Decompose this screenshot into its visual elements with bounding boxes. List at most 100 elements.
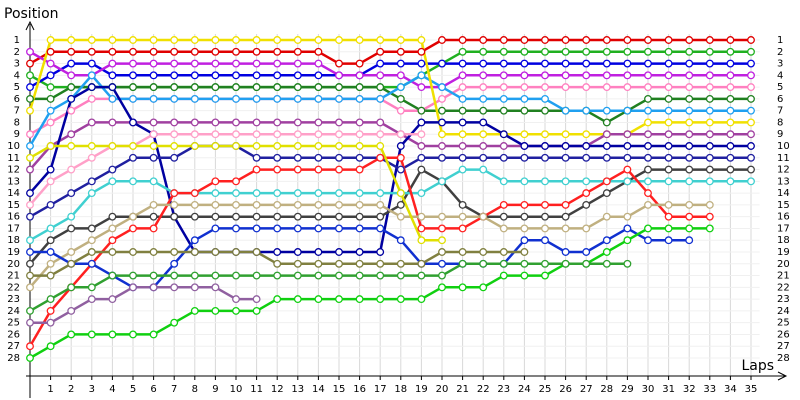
lap-marker: [520, 83, 529, 92]
lap-marker: [726, 130, 735, 139]
lap-marker: [293, 165, 302, 174]
lap-marker: [232, 248, 240, 256]
lap-marker: [417, 130, 426, 139]
lap-marker: [602, 153, 611, 162]
y-tick-label-right: 23: [777, 294, 790, 305]
lap-marker: [458, 165, 467, 174]
lap-marker: [458, 248, 467, 256]
lap-marker: [170, 83, 179, 92]
lap-marker: [602, 212, 611, 221]
lap-marker: [211, 94, 220, 103]
lap-marker: [726, 36, 735, 44]
lap-marker: [438, 271, 446, 280]
lap-marker: [520, 94, 529, 103]
y-tick-label: 14: [7, 188, 20, 199]
lap-marker: [252, 212, 261, 221]
y-tick-label: 15: [7, 200, 20, 211]
lap-marker: [26, 212, 34, 221]
y-tick-label-right: 8: [777, 117, 783, 128]
lap-marker: [170, 142, 179, 150]
lap-marker: [314, 200, 323, 209]
lap-marker: [458, 47, 467, 56]
lap-marker: [479, 259, 488, 268]
y-tick-label: 21: [7, 271, 20, 282]
lap-marker: [417, 71, 426, 80]
lap-marker: [26, 153, 34, 162]
lap-marker: [623, 236, 632, 245]
lap-marker: [499, 94, 508, 103]
x-tick-label: 17: [374, 384, 387, 395]
x-tick-label: 4: [109, 384, 115, 395]
lap-marker: [499, 36, 508, 44]
lap-marker: [747, 83, 755, 92]
lap-marker: [211, 224, 220, 233]
lap-marker: [314, 142, 323, 150]
lap-marker: [541, 71, 549, 80]
lap-marker: [87, 177, 96, 186]
lap-marker: [67, 165, 76, 174]
lap-marker: [46, 47, 55, 56]
lap-marker: [561, 71, 570, 80]
lap-marker: [644, 130, 652, 139]
lap-marker: [705, 200, 714, 209]
lap-marker: [67, 47, 76, 56]
lap-marker: [623, 106, 632, 115]
lap-marker: [26, 342, 34, 351]
x-tick-label: 7: [171, 384, 177, 395]
lap-marker: [273, 36, 282, 44]
lap-marker: [46, 200, 55, 209]
lap-marker: [26, 248, 34, 256]
lap-marker: [438, 259, 446, 268]
lap-marker: [438, 248, 446, 256]
lap-marker: [170, 283, 179, 292]
lap-marker: [252, 248, 261, 256]
lap-marker: [314, 212, 323, 221]
lap-marker: [396, 200, 405, 209]
lap-marker: [190, 118, 199, 127]
lap-marker: [705, 106, 714, 115]
lap-marker: [67, 106, 76, 115]
lap-marker: [211, 83, 220, 92]
lap-marker: [26, 236, 34, 245]
lap-marker: [232, 212, 240, 221]
lap-marker: [644, 165, 652, 174]
y-tick-label: 12: [7, 165, 20, 176]
lap-marker: [396, 130, 405, 139]
lap-marker: [376, 259, 385, 268]
y-tick-label-right: 12: [777, 165, 790, 176]
lap-marker: [293, 130, 302, 139]
y-tick-label-right: 6: [777, 94, 783, 105]
y-tick-label-right: 5: [777, 82, 783, 93]
lap-marker: [747, 142, 755, 150]
lap-marker: [26, 259, 34, 268]
lap-marker: [561, 153, 570, 162]
lap-marker: [26, 59, 34, 68]
lap-marker: [293, 153, 302, 162]
lap-marker: [211, 200, 220, 209]
x-tick-label: 21: [456, 384, 469, 395]
lap-marker: [499, 271, 508, 280]
x-tick-label: 29: [621, 384, 634, 395]
lap-marker: [190, 36, 199, 44]
lap-marker: [108, 71, 117, 80]
lap-marker: [190, 94, 199, 103]
lap-marker: [376, 189, 385, 198]
lap-marker: [396, 271, 405, 280]
lap-marker: [293, 200, 302, 209]
lap-marker: [355, 130, 364, 139]
lap-marker: [602, 83, 611, 92]
lap-marker: [499, 224, 508, 233]
lap-marker: [108, 330, 117, 339]
series-line: [29, 50, 751, 89]
lap-marker: [129, 47, 137, 56]
lap-marker: [499, 153, 508, 162]
lap-marker: [26, 142, 34, 150]
lap-marker: [87, 36, 96, 44]
lap-marker: [355, 200, 364, 209]
lap-marker: [211, 271, 220, 280]
lap-marker: [211, 142, 220, 150]
lap-marker: [293, 71, 302, 80]
lap-marker: [705, 118, 714, 127]
lap-marker: [479, 153, 488, 162]
lap-marker: [170, 259, 179, 268]
